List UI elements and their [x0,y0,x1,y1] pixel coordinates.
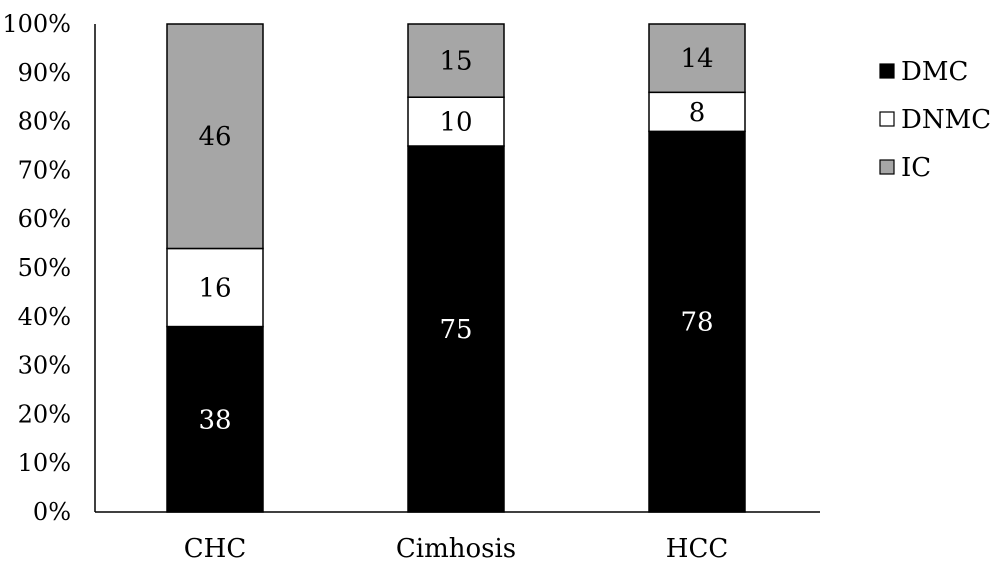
bar-segment-dmc-cimhosis [407,145,505,513]
y-tick-label: 10% [18,449,71,477]
x-axis: CHC Cimhosis HCC [95,511,820,564]
legend: DMC DNMC IC [879,57,991,183]
x-tick-label: HCC [666,534,728,564]
legend-swatch-dnmc [879,111,895,127]
data-label-dnmc-cimhosis: 10 [439,108,472,138]
bars: 38 16 46 75 10 15 78 8 14 [166,23,746,513]
y-tick-label: 100% [2,10,71,38]
x-tick-label: CHC [184,534,246,564]
data-label-dmc-cimhosis: 75 [439,315,472,345]
data-label-dnmc-hcc: 8 [689,98,706,128]
bar-segment-ic-hcc [648,23,746,94]
y-tick-label: 80% [18,108,71,136]
bar-segment-dnmc-cimhosis [407,96,505,147]
data-label-dmc-chc: 38 [198,405,231,435]
y-axis: 0% 10% 20% 30% 40% 50% 60% 70% 80% 90% 100% [2,10,96,526]
bar-segment-dnmc-chc [166,247,264,328]
data-label-ic-cimhosis: 15 [439,47,472,77]
data-label-ic-chc: 46 [198,122,231,152]
bar-segment-ic-chc [166,23,264,250]
bar-segment-ic-cimhosis [407,23,505,98]
y-tick-label: 20% [18,400,71,428]
y-tick-label: 30% [18,352,71,380]
legend-label-dnmc: DNMC [901,105,991,135]
legend-swatch-dmc [879,63,895,79]
y-tick-label: 60% [18,205,71,233]
y-tick-label: 50% [18,254,71,282]
y-tick-label: 90% [18,59,71,87]
data-label-ic-hcc: 14 [680,44,713,74]
y-tick-label: 0% [33,498,71,526]
bar-segment-dmc-hcc [648,130,746,513]
data-label-dmc-hcc: 78 [680,308,713,338]
data-label-dnmc-chc: 16 [198,274,231,304]
y-tick-label: 40% [18,303,71,331]
x-tick-label: Cimhosis [396,534,516,564]
y-tick-label: 70% [18,156,71,184]
legend-label-dmc: DMC [901,57,968,87]
legend-swatch-ic [879,159,895,175]
bar-segment-dnmc-hcc [648,91,746,133]
legend-label-ic: IC [901,153,931,183]
